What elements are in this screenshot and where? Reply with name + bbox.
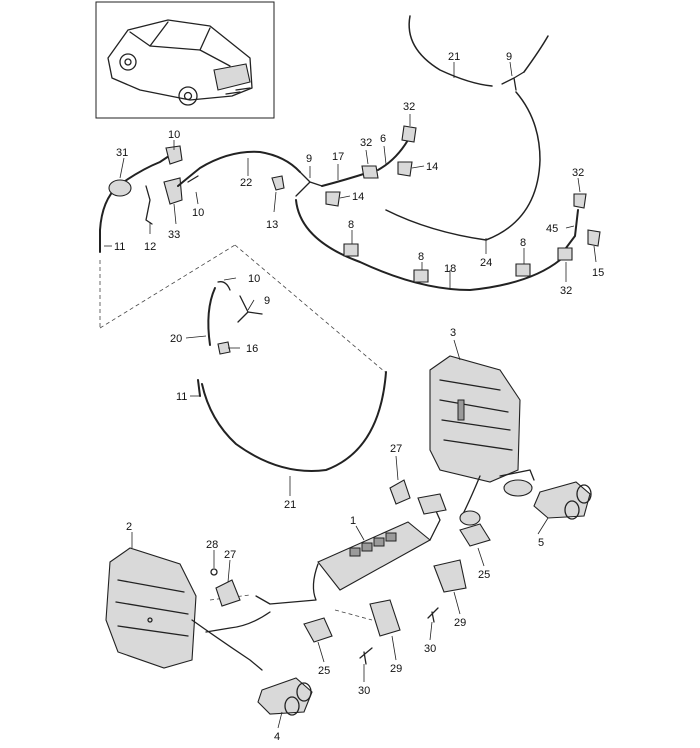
callout-9-middle: 9 <box>264 295 270 307</box>
tailpipe-tip-right <box>533 481 592 520</box>
callout-30-left: 30 <box>358 685 370 697</box>
callout-8-left: 8 <box>348 219 354 231</box>
callout-11-top: 11 <box>114 241 125 253</box>
callout-32-right-bottom: 32 <box>560 285 572 297</box>
callout-9-center: 9 <box>306 153 312 165</box>
center-muffler <box>255 493 447 605</box>
center-hose-group <box>295 125 561 292</box>
callout-14-right: 14 <box>426 161 438 173</box>
rear-right-silencer <box>429 355 535 526</box>
callout-18: 18 <box>444 263 456 275</box>
callout-10-top-left: 10 <box>168 129 180 141</box>
callout-21-top: 21 <box>448 51 460 63</box>
callout-29-left: 29 <box>390 663 402 675</box>
middle-hose-group <box>197 281 387 472</box>
callout-21-middle: 21 <box>284 499 296 511</box>
callout-10-mid-left: 10 <box>192 207 204 219</box>
callout-16: 16 <box>246 343 258 355</box>
assembly-boundary-left <box>99 244 236 329</box>
right-hose-group <box>385 15 601 261</box>
callout-32-center: 32 <box>360 137 372 149</box>
rear-left-silencer <box>105 547 271 671</box>
tailpipe-tip-left <box>257 677 313 716</box>
callout-25-right: 25 <box>478 569 490 581</box>
callout-9-top: 9 <box>506 51 512 63</box>
callout-20: 20 <box>170 333 182 345</box>
callout-10-middle: 10 <box>248 273 260 285</box>
callout-leaders <box>104 61 597 729</box>
callout-5: 5 <box>538 537 544 549</box>
callout-25-left: 25 <box>318 665 330 677</box>
callout-45: 45 <box>546 223 558 235</box>
callout-32-right-top: 32 <box>572 167 584 179</box>
callout-8-right: 8 <box>520 237 526 249</box>
callout-30-right: 30 <box>424 643 436 655</box>
callout-3: 3 <box>450 327 456 339</box>
callout-13: 13 <box>266 219 278 231</box>
vehicle-thumbnail <box>95 1 275 119</box>
callout-29-right: 29 <box>454 617 466 629</box>
callout-22: 22 <box>240 177 252 189</box>
callout-labels: 31 10 11 12 33 10 22 13 9 17 32 6 32 14 … <box>114 51 604 743</box>
callout-24: 24 <box>480 257 492 269</box>
callout-14-left: 14 <box>352 191 364 203</box>
callout-15: 15 <box>592 267 604 279</box>
callout-28: 28 <box>206 539 218 551</box>
callout-6: 6 <box>380 133 386 145</box>
callout-11-middle: 11 <box>176 391 187 403</box>
callout-4: 4 <box>274 731 280 743</box>
mount-guide-line-b <box>334 609 373 621</box>
assembly-boundary-right <box>234 244 386 373</box>
callout-31: 31 <box>116 147 128 159</box>
callout-12: 12 <box>144 241 156 253</box>
callout-17: 17 <box>332 151 344 163</box>
callout-2: 2 <box>126 521 132 533</box>
callout-33: 33 <box>168 229 180 241</box>
left-hose-group <box>99 145 301 253</box>
callout-27-left: 27 <box>224 549 236 561</box>
callout-1: 1 <box>350 515 356 527</box>
callout-27-right: 27 <box>390 443 402 455</box>
callout-8-mid: 8 <box>418 251 424 263</box>
small-parts <box>210 479 491 665</box>
callout-32-top: 32 <box>403 101 415 113</box>
